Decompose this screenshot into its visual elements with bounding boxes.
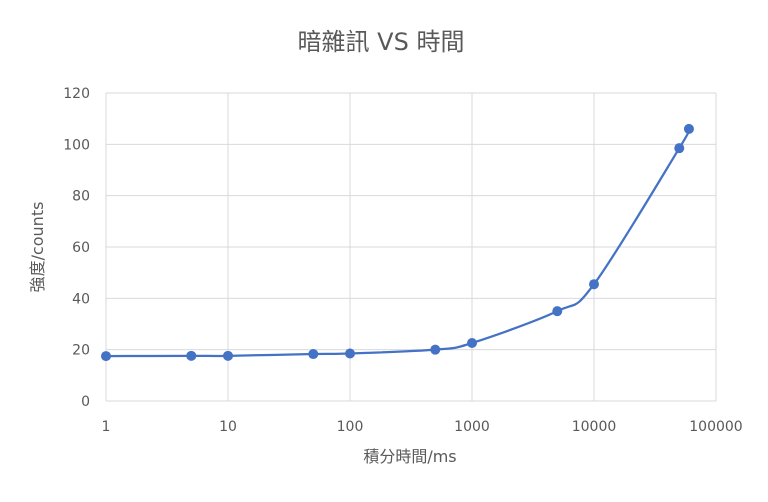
data-point bbox=[589, 279, 599, 290]
y-tick-label: 60 bbox=[72, 240, 90, 256]
y-tick-label: 40 bbox=[72, 291, 90, 307]
y-axis-label: 強度/counts bbox=[28, 202, 47, 293]
y-tick-label: 100 bbox=[63, 137, 90, 153]
data-point bbox=[674, 143, 685, 154]
x-tick-label: 100 bbox=[337, 419, 364, 435]
y-tick-label: 80 bbox=[72, 189, 90, 205]
data-point bbox=[552, 306, 563, 317]
series-line bbox=[104, 127, 691, 358]
y-tick-label: 20 bbox=[72, 343, 90, 359]
x-tick-label: 100000 bbox=[689, 419, 742, 435]
data-point bbox=[683, 123, 694, 134]
data-point bbox=[467, 337, 477, 348]
data-point bbox=[101, 351, 111, 362]
y-tick-label: 0 bbox=[81, 394, 90, 410]
series bbox=[101, 123, 694, 362]
x-tick-label: 10000 bbox=[572, 419, 617, 435]
x-tick-label: 1 bbox=[102, 419, 111, 435]
x-tick-label: 1000 bbox=[454, 419, 490, 435]
data-point bbox=[186, 350, 197, 361]
data-point bbox=[430, 344, 441, 355]
x-axis-label: 積分時間/ms bbox=[363, 447, 456, 466]
x-tick-label: 10 bbox=[219, 419, 237, 435]
chart-title: 暗雜訊 VS 時間 bbox=[298, 28, 465, 56]
data-point bbox=[308, 349, 319, 360]
data-point bbox=[223, 350, 233, 361]
y-tick-label: 120 bbox=[63, 86, 90, 102]
data-point bbox=[345, 348, 355, 359]
grid bbox=[105, 92, 717, 402]
